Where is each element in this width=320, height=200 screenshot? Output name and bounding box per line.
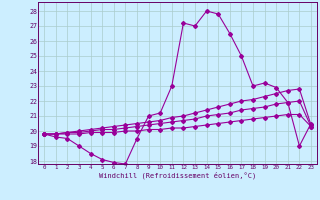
X-axis label: Windchill (Refroidissement éolien,°C): Windchill (Refroidissement éolien,°C) [99,172,256,179]
